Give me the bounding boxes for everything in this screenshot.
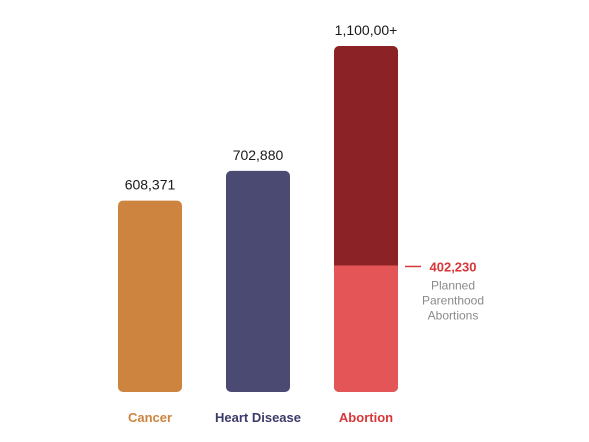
category-labels-group: Cancer Heart Disease Abortion	[128, 410, 393, 425]
callout-value-label: 402,230	[430, 259, 477, 274]
callout-text-line: Planned	[431, 278, 475, 292]
callout-text-line: Parenthood	[422, 293, 484, 307]
value-label: 1,100,00+	[335, 22, 398, 38]
category-label: Abortion	[339, 410, 393, 425]
bar-segment-top-edge	[334, 265, 398, 274]
bars-group	[118, 46, 398, 392]
category-label: Heart Disease	[215, 410, 301, 425]
bar-cancer	[118, 200, 182, 392]
value-labels-group: 608,371 702,880 1,100,00+	[125, 22, 398, 193]
category-label: Cancer	[128, 410, 172, 425]
bar-segment-planned-parenthood	[334, 265, 398, 392]
callout-text-line: Abortions	[428, 308, 479, 322]
planned-parenthood-callout: 402,230 Planned Parenthood Abortions	[405, 259, 484, 322]
value-label: 608,371	[125, 177, 176, 193]
value-label: 702,880	[233, 147, 284, 163]
bar-heart-disease	[226, 170, 290, 392]
